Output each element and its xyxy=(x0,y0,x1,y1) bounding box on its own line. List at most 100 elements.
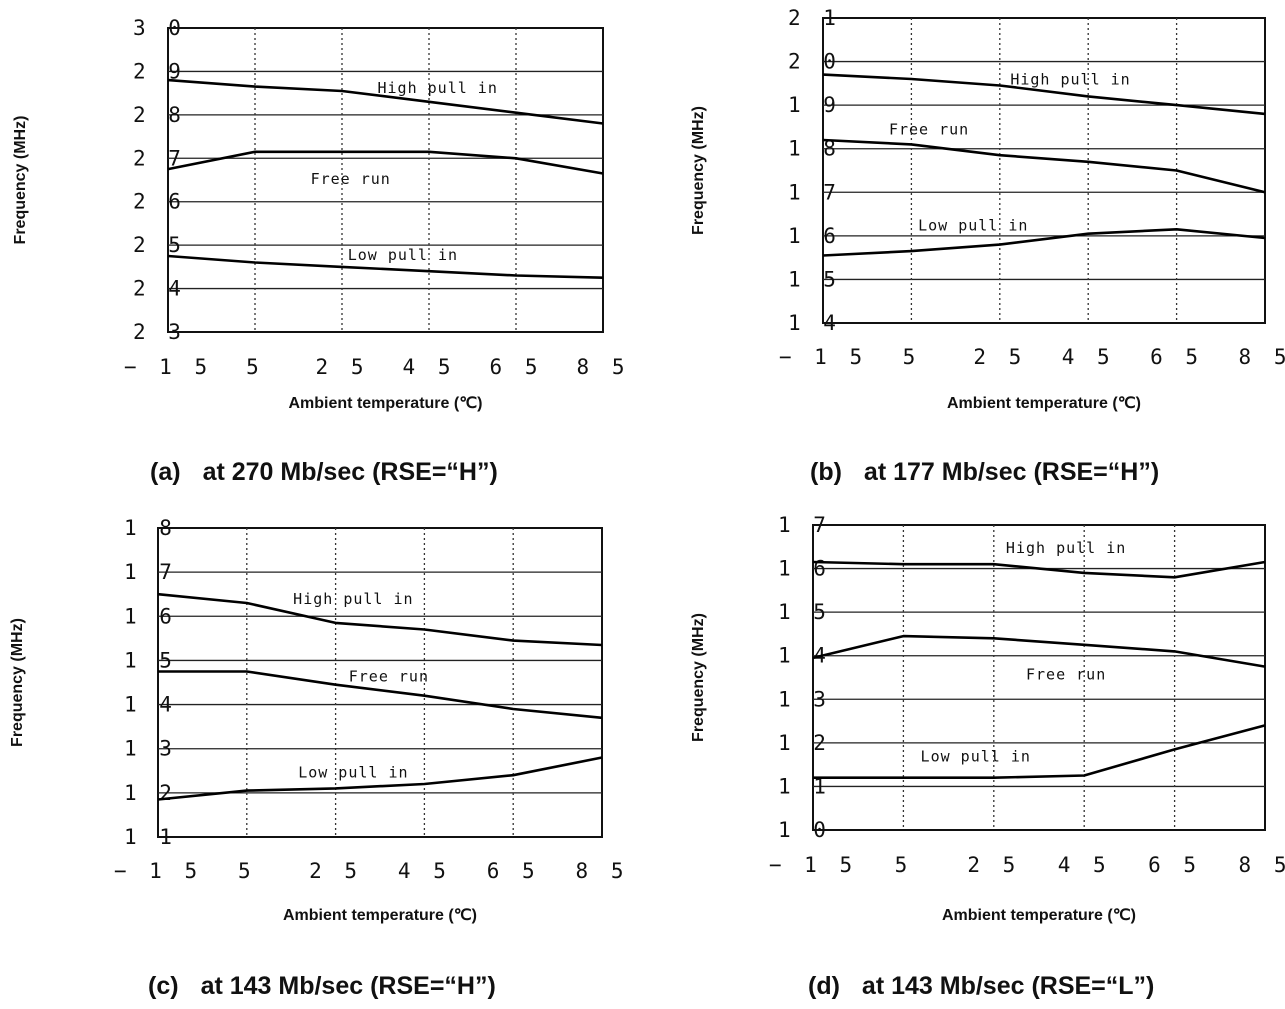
x-tick-label: − 1 5 xyxy=(114,859,202,883)
line-chart-c: 1 1 1 2 1 3 1 4 1 5 1 6 1 7 1 8 − 1 5 5 2 5 4 5 6 5 8… xyxy=(9,516,629,924)
series-line xyxy=(822,228,1266,257)
x-tick-label: 2 5 xyxy=(967,853,1020,877)
caption-d: (d) at 143 Mb/sec (RSE=“L”) xyxy=(808,972,1154,1001)
x-tick-label: 6 5 xyxy=(487,859,540,883)
series-label: Low pull in xyxy=(298,764,408,782)
series-label: High pull in xyxy=(1006,539,1126,557)
x-axis-title: Ambient temperature (℃) xyxy=(947,395,1141,412)
x-tick-label: 5 xyxy=(238,859,256,883)
series-line xyxy=(167,150,604,175)
y-tick-label: 2 5 xyxy=(133,233,186,257)
x-tick-label: 8 5 xyxy=(1239,853,1285,877)
x-tick-label: 8 5 xyxy=(1239,345,1285,369)
series-label: Low pull in xyxy=(918,217,1028,235)
y-tick-label: 1 2 xyxy=(124,781,177,805)
x-tick-label: − 1 5 xyxy=(124,355,212,379)
series-line xyxy=(157,592,603,647)
y-tick-label: 1 4 xyxy=(788,311,841,335)
y-tick-label: 1 1 xyxy=(124,825,177,849)
y-tick-label: 3 0 xyxy=(133,16,186,40)
caption-text: at 143 Mb/sec (RSE=“H”) xyxy=(200,972,496,1000)
y-tick-label: 1 7 xyxy=(124,560,177,584)
y-tick-label: 2 7 xyxy=(133,146,186,170)
y-tick-label: 1 2 xyxy=(778,731,831,755)
y-axis-title: Frequency (MHz) xyxy=(690,106,707,235)
x-tick-label: 2 5 xyxy=(316,355,369,379)
y-tick-label: 1 9 xyxy=(788,93,841,117)
y-tick-label: 2 1 xyxy=(788,6,841,30)
series-line xyxy=(812,560,1266,579)
plot-frame xyxy=(157,527,603,838)
y-tick-label: 1 6 xyxy=(124,604,177,628)
x-tick-label: 8 5 xyxy=(577,355,630,379)
plot-frame xyxy=(822,17,1266,324)
caption-text: at 177 Mb/sec (RSE=“H”) xyxy=(863,458,1160,486)
series-label: Free run xyxy=(889,121,969,139)
x-tick-label: 4 5 xyxy=(398,859,451,883)
x-tick-label: 5 xyxy=(246,355,264,379)
series-label: Free run xyxy=(311,170,391,188)
caption-text: at 270 Mb/sec (RSE=“H”) xyxy=(202,458,498,486)
x-tick-label: 2 5 xyxy=(973,345,1026,369)
x-tick-label: 5 xyxy=(903,345,921,369)
y-tick-label: 1 0 xyxy=(778,818,831,842)
y-axis-title: Frequency (MHz) xyxy=(12,116,29,245)
series-line xyxy=(822,138,1266,194)
x-tick-label: 4 5 xyxy=(1062,345,1115,369)
series-label: Low pull in xyxy=(348,246,458,264)
y-axis-title: Frequency (MHz) xyxy=(9,618,26,747)
y-axis-title: Frequency (MHz) xyxy=(690,613,707,742)
y-tick-label: 1 5 xyxy=(124,648,177,672)
plot-frame xyxy=(812,524,1266,831)
x-tick-label: 2 5 xyxy=(309,859,362,883)
y-tick-label: 2 6 xyxy=(133,190,186,214)
y-tick-label: 2 8 xyxy=(133,103,186,127)
chart-panel-c: 1 1 1 2 1 3 1 4 1 5 1 6 1 7 1 8 − 1 5 5 2 5 4 5 6 5 8… xyxy=(0,505,642,1009)
series-line xyxy=(167,78,604,125)
x-tick-label: − 1 5 xyxy=(769,853,857,877)
series-line xyxy=(158,670,603,720)
x-tick-label: 6 5 xyxy=(490,355,543,379)
x-axis-title: Ambient temperature (℃) xyxy=(942,907,1136,924)
x-tick-label: 5 xyxy=(895,853,913,877)
y-tick-label: 1 8 xyxy=(124,516,177,540)
series-line xyxy=(813,724,1266,780)
y-tick-label: 1 6 xyxy=(778,557,831,581)
caption-letter: (b) xyxy=(810,458,842,486)
x-axis-title: Ambient temperature (℃) xyxy=(289,395,483,412)
y-tick-label: 1 7 xyxy=(778,513,831,537)
series-label: Free run xyxy=(349,667,429,685)
series-line xyxy=(822,73,1266,116)
series-line xyxy=(157,756,603,801)
x-tick-label: 8 5 xyxy=(576,859,629,883)
y-tick-label: 2 3 xyxy=(133,320,186,344)
caption-letter: (a) xyxy=(150,458,181,486)
series-label: High pull in xyxy=(293,590,413,608)
y-tick-label: 1 3 xyxy=(124,737,177,761)
y-tick-label: 1 3 xyxy=(778,687,831,711)
series-line xyxy=(167,254,604,279)
y-tick-label: 1 4 xyxy=(124,693,177,717)
plot-frame xyxy=(167,27,604,333)
y-tick-label: 1 7 xyxy=(788,180,841,204)
x-tick-label: − 1 5 xyxy=(779,345,867,369)
y-tick-label: 1 5 xyxy=(778,600,831,624)
y-tick-label: 2 4 xyxy=(133,277,186,301)
caption-a: (a) at 270 Mb/sec (RSE=“H”) xyxy=(150,458,498,487)
y-tick-label: 2 0 xyxy=(788,50,841,74)
series-label: High pull in xyxy=(378,79,498,97)
series-label: Free run xyxy=(1026,666,1106,684)
y-tick-label: 1 6 xyxy=(788,224,841,248)
x-axis-title: Ambient temperature (℃) xyxy=(283,907,477,924)
series-line xyxy=(812,634,1266,668)
x-tick-label: 6 5 xyxy=(1150,345,1203,369)
series-label: High pull in xyxy=(1010,70,1130,88)
x-tick-label: 6 5 xyxy=(1148,853,1201,877)
caption-text: at 143 Mb/sec (RSE=“L”) xyxy=(861,972,1155,1000)
